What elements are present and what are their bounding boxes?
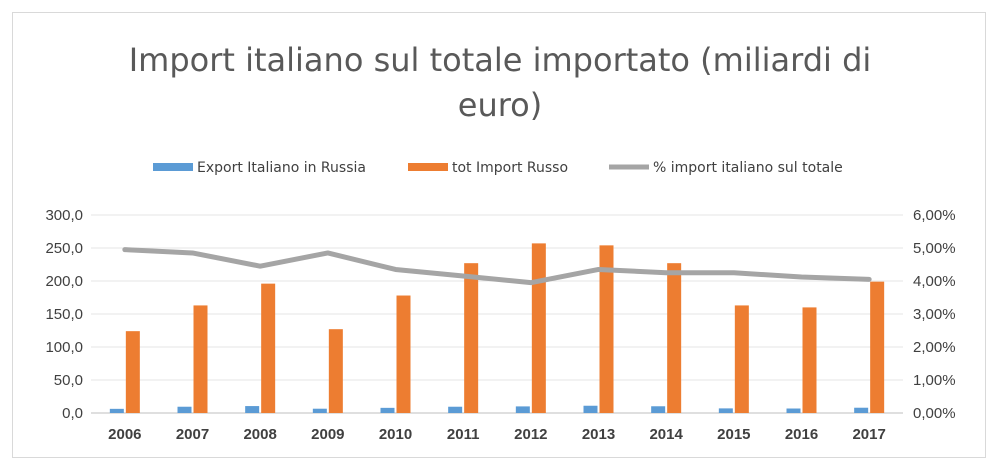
line-point <box>800 276 803 279</box>
y-axis-left: 0,0 50,0 100,0 150,0 200,0 250,0 300,0 <box>45 207 83 422</box>
x-tick-label: 2010 <box>379 426 412 443</box>
x-tick-label: 2017 <box>852 426 885 443</box>
legend-swatch-import <box>408 163 448 171</box>
legend: Export Italiano in Russia tot Import Rus… <box>153 160 843 176</box>
x-axis: 2006 2007 2008 2009 2010 2011 2012 2013 2014 2015… <box>108 426 886 443</box>
chart-frame: Import italiano sul totale importato (mi… <box>12 12 986 458</box>
x-tick-label: 2009 <box>311 426 344 443</box>
line-point <box>123 248 126 251</box>
bar-import <box>193 305 208 413</box>
y-left-tick-label: 250,0 <box>45 240 83 257</box>
line-point <box>868 278 871 281</box>
line-point <box>191 251 194 254</box>
bar-export <box>651 406 666 413</box>
bar-export <box>515 406 530 413</box>
bar-export <box>583 405 598 413</box>
y-right-tick-label: 5,00% <box>913 240 956 257</box>
y-right-tick-label: 3,00% <box>913 306 956 323</box>
bar-import <box>870 281 885 413</box>
bar-import <box>328 329 343 413</box>
x-tick-label: 2013 <box>582 426 615 443</box>
y-left-tick-label: 100,0 <box>45 339 83 356</box>
bar-import <box>802 307 817 413</box>
bar-export <box>312 408 327 413</box>
y-right-tick-label: 2,00% <box>913 339 956 356</box>
chart-title-line-2: euro) <box>458 86 542 124</box>
y-right-tick-label: 0,00% <box>913 405 956 422</box>
x-tick-label: 2014 <box>649 426 683 443</box>
bar-export <box>245 406 260 413</box>
line-point <box>259 265 262 268</box>
x-tick-label: 2016 <box>785 426 818 443</box>
line-point <box>529 281 532 284</box>
bar-import <box>531 243 546 413</box>
bar-import <box>734 305 749 413</box>
y-left-tick-label: 300,0 <box>45 207 83 224</box>
y-left-tick-label: 50,0 <box>54 372 83 389</box>
bar-export <box>380 407 395 413</box>
x-tick-label: 2006 <box>108 426 141 443</box>
bar-export <box>109 408 124 413</box>
y-left-tick-label: 200,0 <box>45 273 83 290</box>
x-tick-label: 2012 <box>514 426 547 443</box>
bar-import <box>464 263 479 413</box>
line-point <box>732 271 735 274</box>
bar-export <box>177 406 192 413</box>
x-tick-label: 2015 <box>717 426 750 443</box>
bar-import <box>599 245 614 413</box>
y-left-tick-label: 0,0 <box>62 405 83 422</box>
line-point <box>597 268 600 271</box>
y-right-tick-label: 4,00% <box>913 273 956 290</box>
legend-label-export: Export Italiano in Russia <box>197 160 366 176</box>
gridlines <box>91 214 903 414</box>
legend-label-import: tot Import Russo <box>452 160 568 176</box>
bar-export <box>786 408 801 413</box>
bar-import <box>261 283 276 413</box>
line-point <box>394 268 397 271</box>
bars <box>109 243 885 413</box>
bar-export <box>854 407 869 413</box>
legend-swatch-export <box>153 163 193 171</box>
y-right-tick-label: 6,00% <box>913 207 956 224</box>
bar-export <box>448 406 463 413</box>
bar-import <box>667 263 682 413</box>
bar-import <box>396 295 411 413</box>
line-series <box>122 247 872 286</box>
x-tick-label: 2007 <box>176 426 209 443</box>
y-axis-right: 0,00% 1,00% 2,00% 3,00% 4,00% 5,00% 6,00% <box>913 207 956 422</box>
legend-label-percent: % import italiano sul totale <box>653 160 843 176</box>
line-point <box>665 271 668 274</box>
bar-export <box>718 408 733 413</box>
x-tick-label: 2011 <box>447 426 480 443</box>
y-right-tick-label: 1,00% <box>913 372 956 389</box>
chart-svg: Import italiano sul totale importato (mi… <box>45 41 956 443</box>
bar-import <box>125 331 140 413</box>
line-percent <box>122 247 872 286</box>
chart-title-line-1: Import italiano sul totale importato (mi… <box>129 41 872 79</box>
line-point <box>462 275 465 278</box>
x-tick-label: 2008 <box>243 426 276 443</box>
line-point <box>326 251 329 254</box>
y-left-tick-label: 150,0 <box>45 306 83 323</box>
